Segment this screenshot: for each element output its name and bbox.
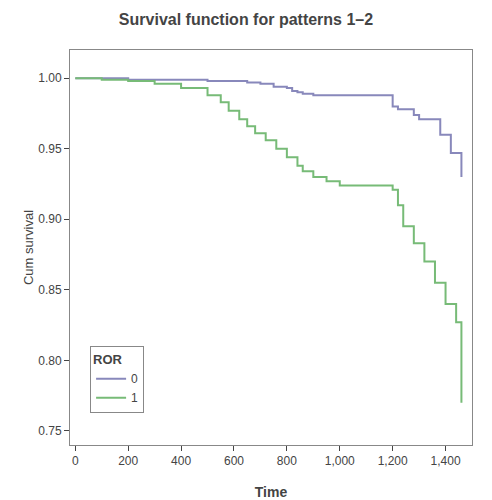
svg-text:1: 1 xyxy=(131,391,138,405)
svg-text:600: 600 xyxy=(224,454,244,468)
svg-text:Cum survival: Cum survival xyxy=(21,210,36,285)
svg-text:0: 0 xyxy=(131,372,138,386)
svg-text:ROR: ROR xyxy=(93,352,123,367)
svg-text:0.75: 0.75 xyxy=(38,424,62,438)
svg-text:1,200: 1,200 xyxy=(378,454,408,468)
svg-text:Survival function for patterns: Survival function for patterns 1–2 xyxy=(119,11,373,28)
svg-text:1,400: 1,400 xyxy=(431,454,461,468)
svg-text:200: 200 xyxy=(118,454,138,468)
svg-text:400: 400 xyxy=(171,454,191,468)
svg-text:800: 800 xyxy=(277,454,297,468)
svg-text:1.00: 1.00 xyxy=(38,71,62,85)
svg-text:1,000: 1,000 xyxy=(325,454,355,468)
svg-text:0: 0 xyxy=(72,454,79,468)
svg-text:0.80: 0.80 xyxy=(38,354,62,368)
svg-text:0.85: 0.85 xyxy=(38,283,62,297)
svg-text:0.95: 0.95 xyxy=(38,142,62,156)
svg-text:0.90: 0.90 xyxy=(38,212,62,226)
svg-text:Time: Time xyxy=(255,484,288,500)
